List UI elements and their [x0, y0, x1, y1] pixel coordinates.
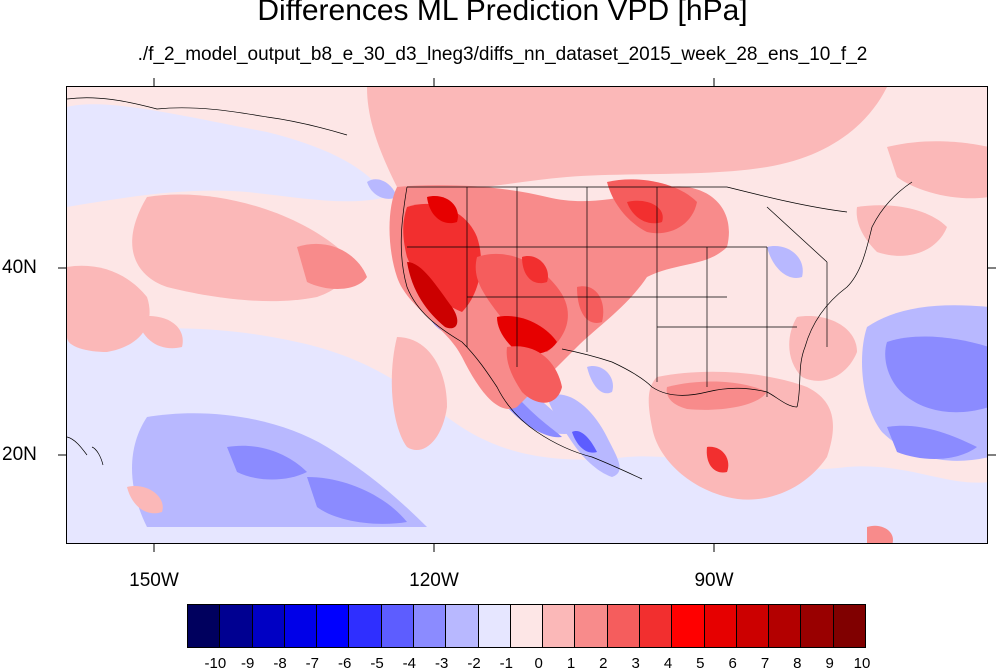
map-subtitle: ./f_2_model_output_b8_e_30_d3_lneg3/diff…	[137, 44, 868, 65]
colorbar-box	[317, 605, 350, 647]
colorbar-label: 4	[663, 655, 673, 672]
colorbar-box	[575, 605, 608, 647]
colorbar-label: -1	[499, 655, 513, 672]
colorbar-box	[639, 605, 673, 647]
vpd-difference-map	[67, 87, 987, 543]
colorbar	[187, 604, 866, 648]
colorbar-box	[381, 605, 414, 647]
lat-tick-label: 20N	[2, 444, 37, 465]
colorbar-label: 1	[566, 655, 576, 672]
colorbar-label: -6	[337, 655, 352, 672]
colorbar-label: -4	[402, 655, 416, 672]
colorbar-label: 7	[760, 655, 770, 672]
colorbar-label: 8	[793, 655, 802, 672]
colorbar-box	[188, 605, 221, 647]
colorbar-label: -3	[434, 655, 449, 672]
colorbar-box	[704, 605, 737, 647]
colorbar-label: 6	[728, 655, 737, 672]
lon-tick-label: 150W	[129, 570, 179, 591]
colorbar-box	[607, 605, 640, 647]
coastlines-and-borders	[67, 97, 913, 480]
colorbar-box	[736, 605, 770, 647]
negative-anomaly-regions	[67, 104, 987, 543]
colorbar-box	[478, 605, 511, 647]
colorbar-box	[284, 605, 318, 647]
colorbar-label: -7	[305, 655, 319, 672]
lat-tick-label: 40N	[2, 257, 37, 278]
colorbar-label: 9	[825, 655, 834, 672]
colorbar-box	[833, 605, 865, 647]
lon-tick-label: 120W	[409, 570, 459, 591]
colorbar-label: -9	[240, 655, 255, 672]
colorbar-box	[446, 605, 479, 647]
map-plot-area	[66, 86, 988, 544]
colorbar-label: 5	[696, 655, 705, 672]
colorbar-label: -10	[204, 655, 227, 672]
colorbar-label: 2	[599, 655, 608, 672]
colorbar-box	[349, 605, 382, 647]
map-title: Differences ML Prediction VPD [hPa]	[257, 0, 748, 27]
colorbar-label: 0	[534, 655, 543, 672]
colorbar-box	[510, 605, 544, 647]
colorbar-box	[672, 605, 705, 647]
colorbar-box	[220, 605, 253, 647]
colorbar-box	[413, 605, 447, 647]
colorbar-box	[252, 605, 285, 647]
colorbar-box	[543, 605, 576, 647]
axis-ticks	[58, 78, 996, 552]
colorbar-box	[769, 605, 802, 647]
colorbar-label: -8	[273, 655, 287, 672]
colorbar-label: 10	[853, 655, 871, 672]
colorbar-label: -5	[370, 655, 384, 672]
colorbar-label: -2	[467, 655, 481, 672]
lon-tick-label: 90W	[694, 570, 734, 591]
colorbar-box	[801, 605, 834, 647]
colorbar-label: 3	[631, 655, 640, 672]
